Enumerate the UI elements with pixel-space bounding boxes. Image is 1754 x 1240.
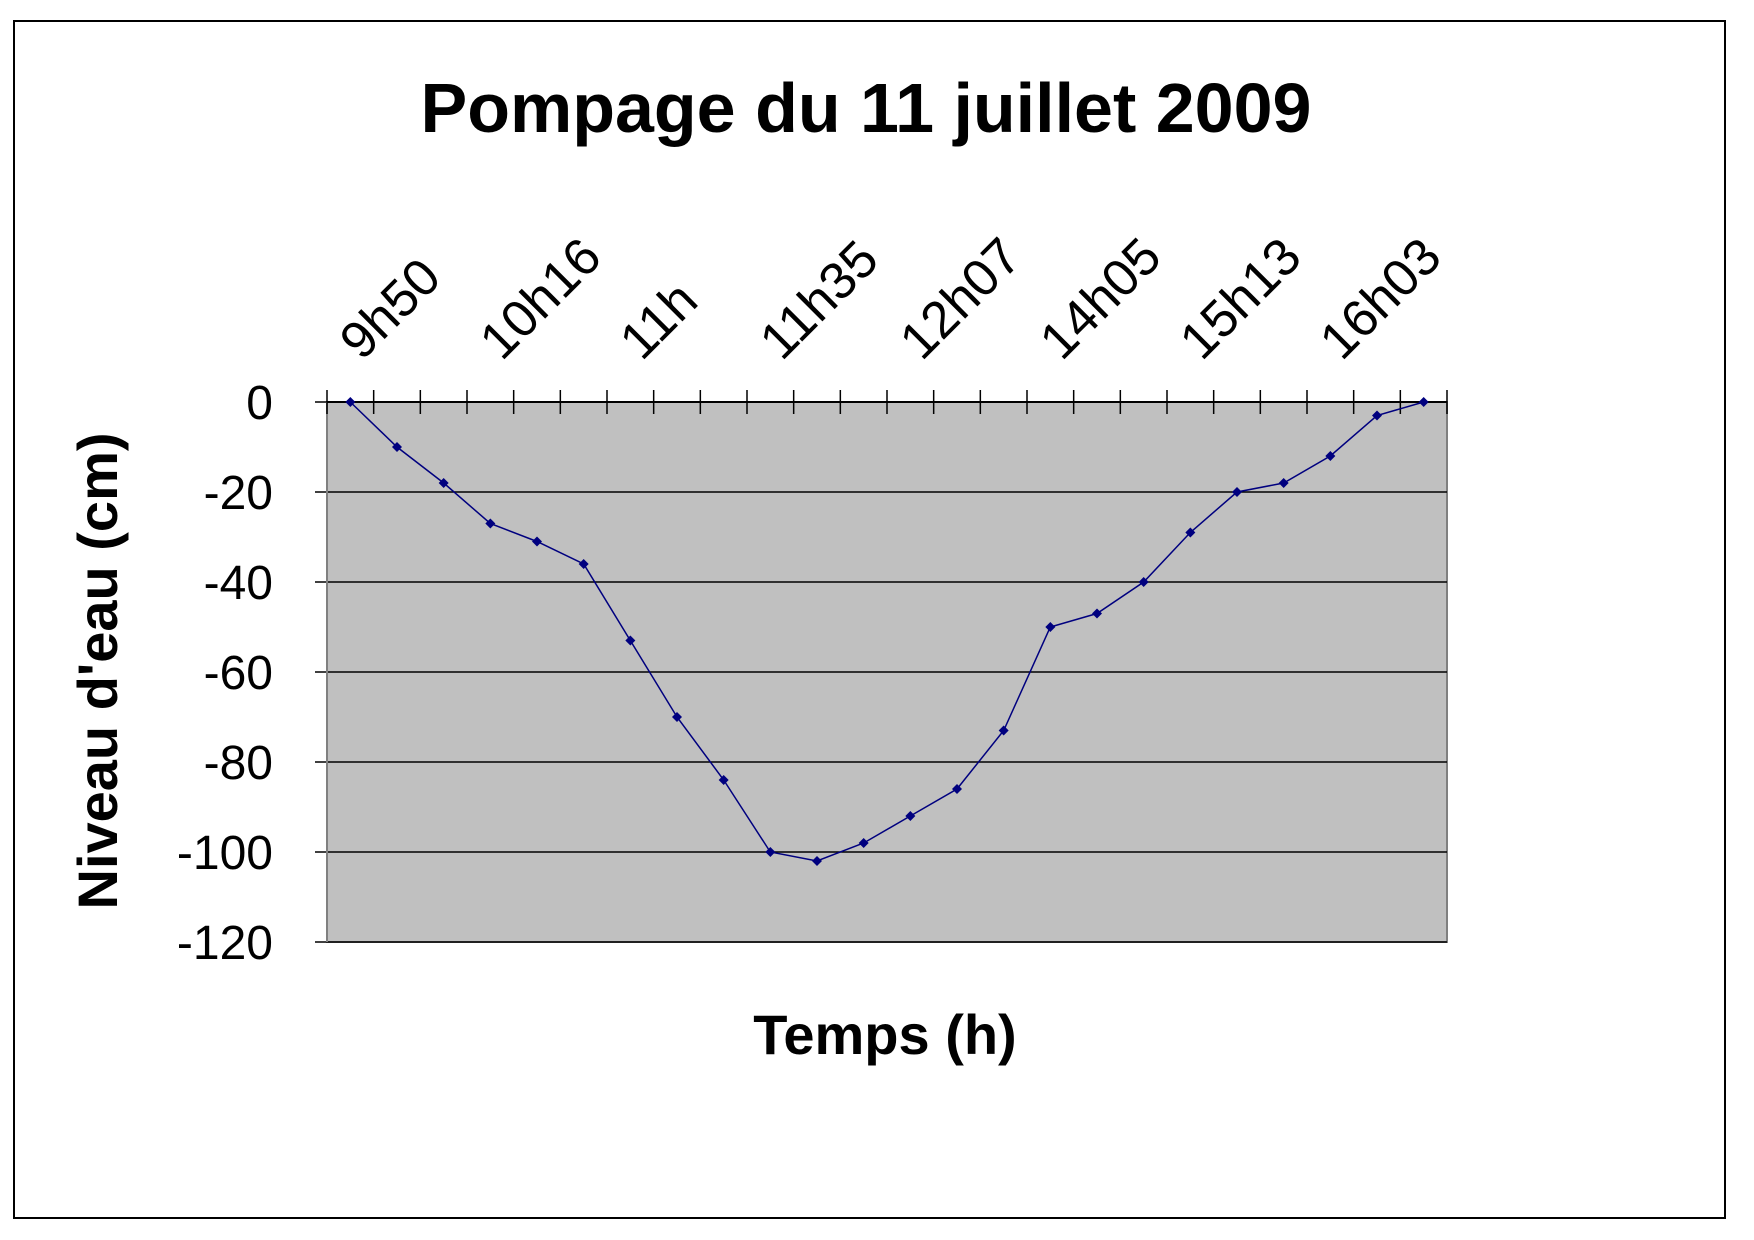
data-point: [485, 518, 496, 529]
data-point: [1045, 622, 1056, 632]
x-tick-label: 16h03: [1309, 227, 1452, 370]
data-point: [952, 784, 962, 794]
y-tick-label: -80: [204, 737, 273, 790]
x-tick-label: 11h35: [749, 230, 890, 371]
data-point: [1278, 478, 1289, 488]
data-point: [765, 847, 776, 857]
x-tick-label: 10h16: [469, 227, 612, 370]
data-point: [625, 635, 636, 646]
data-point: [578, 559, 589, 569]
data-point: [812, 856, 822, 866]
data-point: [1372, 410, 1382, 421]
x-tick-label: 14h05: [1029, 227, 1172, 370]
data-point: [905, 811, 916, 821]
x-tick-label: 9h50: [329, 248, 452, 371]
data-point: [1138, 577, 1149, 587]
y-tick-label: -60: [204, 647, 273, 700]
y-axis-ticks: 0 -20 -40 -60 -80 -100 -120: [177, 377, 273, 970]
data-point: [998, 725, 1009, 736]
data-point: [1185, 527, 1196, 538]
x-tick-label: 12h07: [889, 227, 1032, 370]
y-axis-title: Niveau d'eau (cm): [66, 432, 129, 909]
data-point: [1325, 451, 1336, 461]
x-tick-label: 11h: [609, 271, 709, 371]
series-line: [349, 401, 1424, 862]
y-tick-label: -100: [177, 827, 273, 880]
data-point: [718, 775, 729, 785]
chart-title: Pompage du 11 juillet 2009: [421, 69, 1312, 147]
chart: Pompage du 11 juillet 2009 0 -20 -40 -60 -80…: [66, 69, 1452, 1066]
data-point: [532, 536, 542, 547]
data-point: [1232, 487, 1242, 497]
chart-frame: Pompage du 11 juillet 2009 0 -20 -40 -60 -80…: [13, 20, 1726, 1219]
data-point: [345, 397, 356, 407]
x-tick-label: 15h13: [1169, 227, 1312, 370]
y-tick-label: 0: [246, 377, 273, 430]
y-tick-label: -20: [204, 467, 273, 520]
series-line-group: [345, 397, 1429, 866]
data-point: [438, 478, 449, 488]
plot-area: [315, 390, 1448, 943]
x-axis-title: Temps (h): [753, 1003, 1016, 1066]
y-tick-label: -40: [204, 557, 273, 610]
data-point: [392, 442, 402, 452]
data-point: [1092, 608, 1102, 619]
data-point: [672, 712, 682, 722]
data-point: [858, 838, 869, 848]
data-point: [1418, 397, 1429, 407]
y-tick-label: -120: [177, 917, 273, 970]
